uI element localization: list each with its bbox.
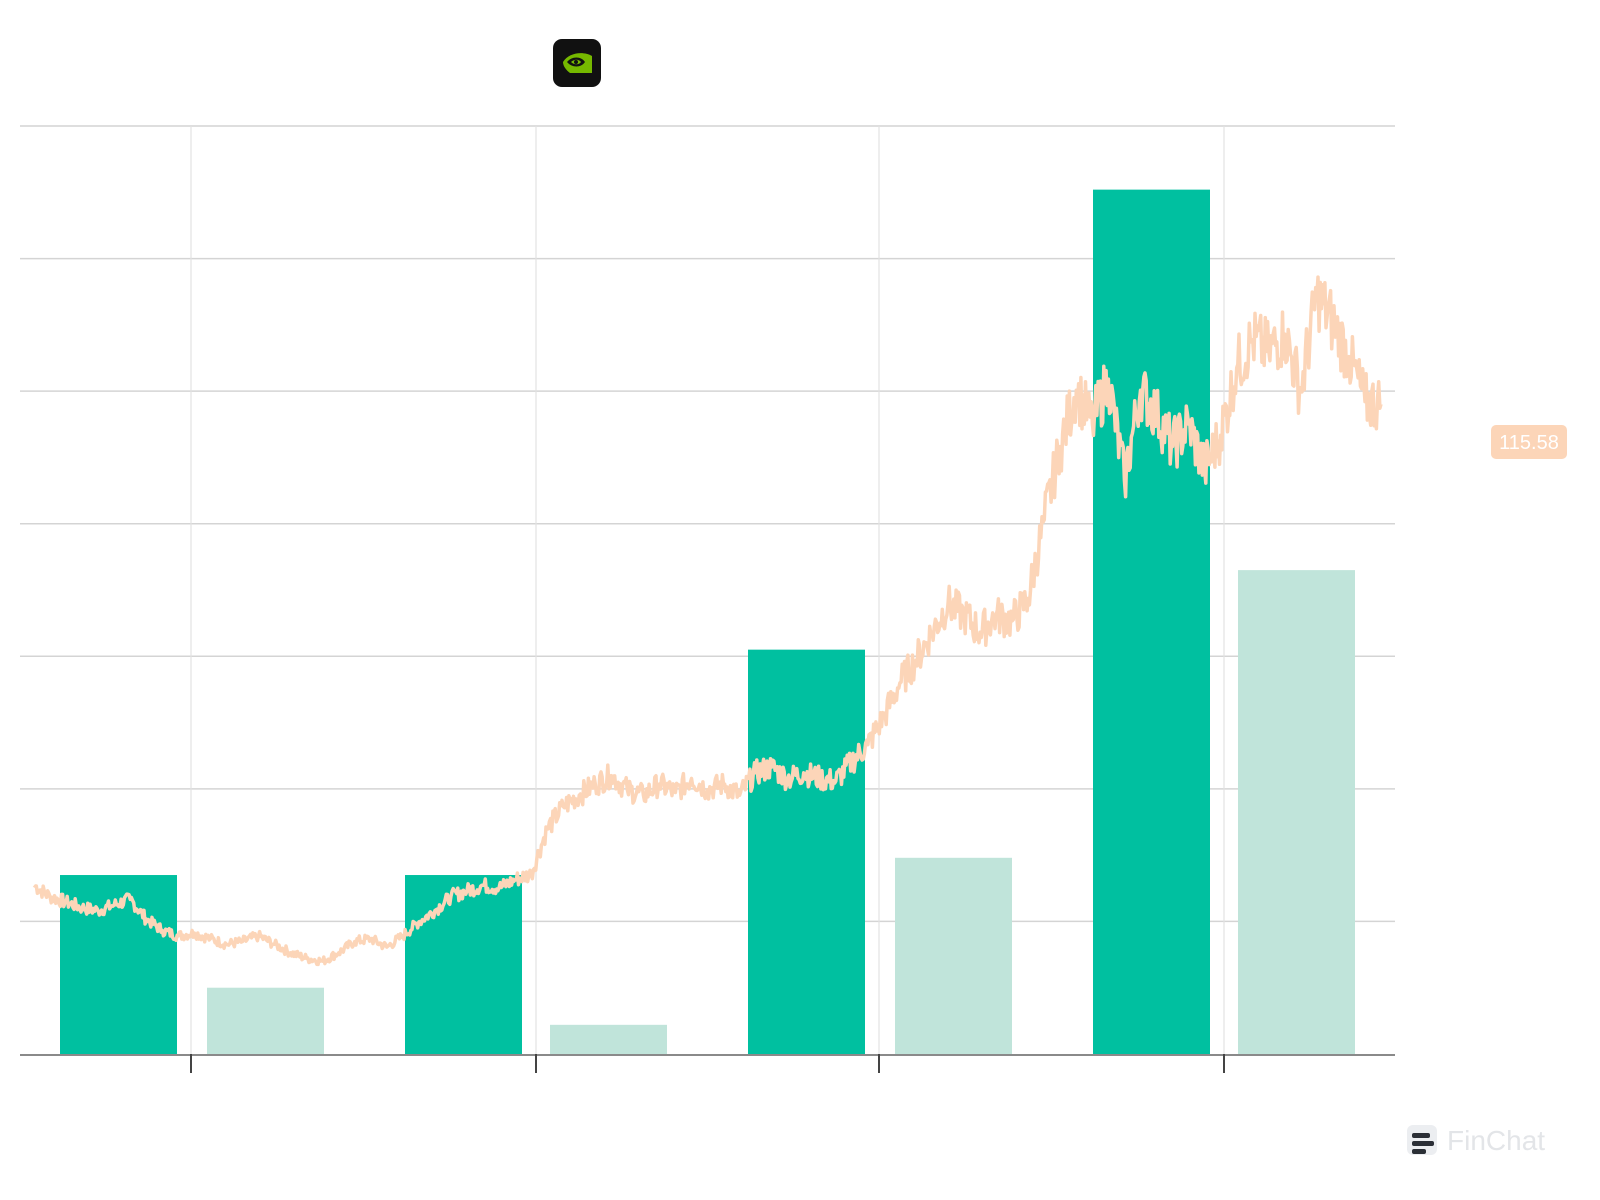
bar (895, 857, 1012, 1054)
finchat-logo-icon (1407, 1125, 1437, 1155)
bar-series (60, 189, 1355, 1055)
x-axis (20, 1054, 1395, 1073)
price-tag-background (1491, 425, 1567, 459)
bar (207, 987, 324, 1054)
last-price-tag: 115.58 (1491, 425, 1567, 459)
company-logo (553, 39, 601, 87)
last-price-label: 115.58 (1499, 432, 1559, 454)
bar (405, 875, 522, 1054)
bar (748, 649, 865, 1054)
watermark: FinChat (1407, 1125, 1545, 1156)
price-line-series (32, 275, 1383, 967)
watermark-text: FinChat (1447, 1125, 1545, 1156)
price-line (32, 275, 1383, 967)
bar (60, 875, 177, 1054)
bar (1238, 570, 1355, 1054)
bar (550, 1024, 667, 1054)
nvidia-eye-icon (563, 53, 592, 73)
bar (1093, 189, 1210, 1055)
